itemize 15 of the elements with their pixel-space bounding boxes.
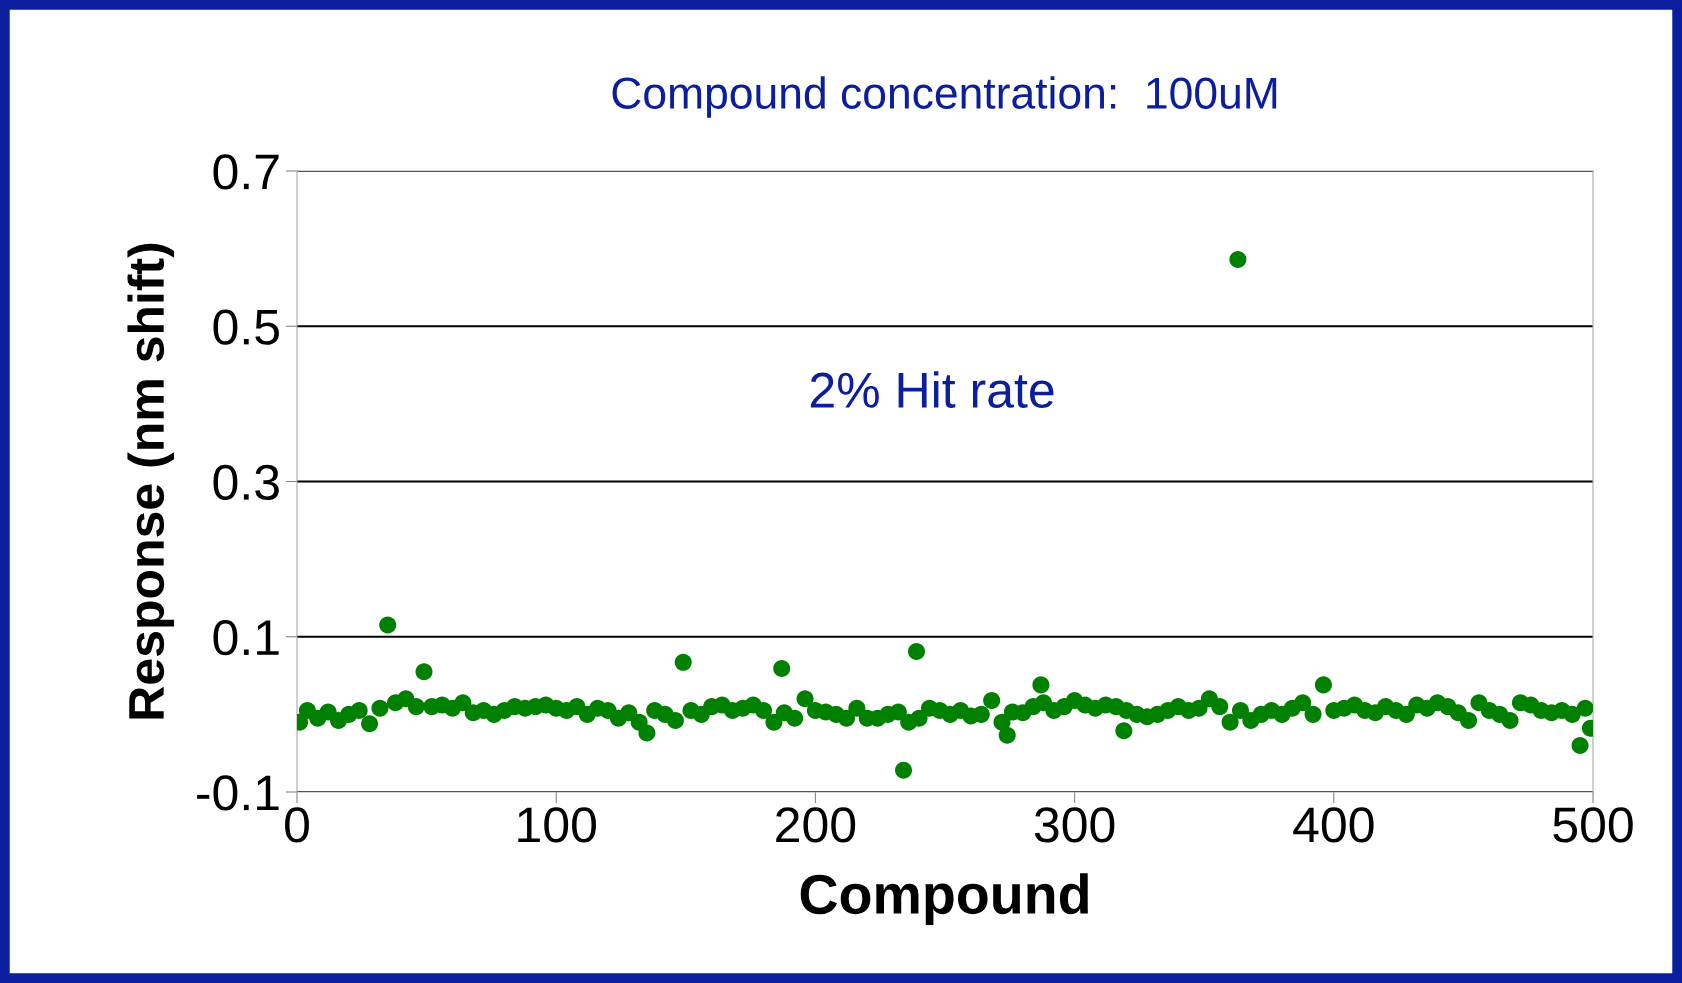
x-tick-label: 100 — [518, 807, 596, 843]
x-tick-label: 500 — [1553, 807, 1633, 843]
y-axis-title: Response (nm shift) — [127, 243, 175, 719]
y-tick-label: 0.3 — [213, 464, 279, 501]
x-tick-label: 400 — [1293, 807, 1374, 843]
x-axis-title: Compound — [800, 873, 1088, 926]
y-tick-label: -0.1 — [197, 775, 279, 811]
x-tick-label: 300 — [1034, 807, 1115, 843]
x-tick-label: 200 — [776, 807, 856, 843]
y-tick-label: 0.1 — [213, 619, 279, 656]
annotation: 2% Hit rate — [810, 371, 1054, 408]
x-tick-label: 0 — [285, 807, 309, 843]
y-tick-label: 0.5 — [213, 309, 279, 345]
y-tick-label: 0.7 — [213, 154, 279, 190]
chart-title: Compound concentration: 100uM — [612, 76, 1277, 118]
